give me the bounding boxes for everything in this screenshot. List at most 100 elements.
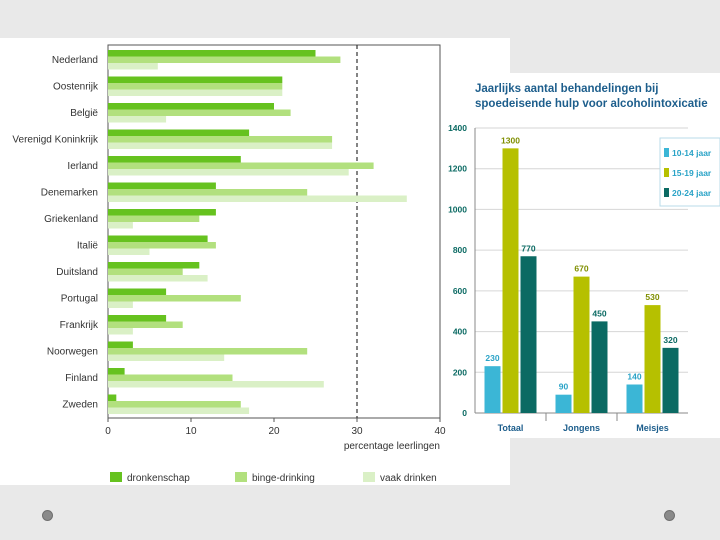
bar-italie-vaak-drinken [108,248,150,255]
data-label-meisjes-15-19-jaar: 530 [645,292,659,302]
category-label-oostenrijk: Oostenrijk [53,82,99,93]
legend-swatch-15-19-jaar [664,168,669,177]
bar-duitsland-binge-drinking [108,268,183,275]
legend-label-15-19-jaar: 15-19 jaar [672,168,712,178]
data-label-jongens-15-19-jaar: 670 [574,264,588,274]
bar-jongens-20-24-jaar [591,321,608,413]
bar-denemarken-vaak-drinken [108,195,407,202]
bar-nederland-vaak-drinken [108,63,158,70]
bar-totaal-10-14-jaar [484,366,501,413]
data-label-meisjes-20-24-jaar: 320 [663,335,677,345]
legend-swatch-20-24-jaar [664,188,669,197]
nav-dot-left [42,510,53,521]
bar-griekenland-vaak-drinken [108,222,133,229]
category-label-noorwegen: Noorwegen [47,347,98,358]
bar-verenigd-koninkrijk-binge-drinking [108,136,333,143]
bar-meisjes-10-14-jaar [626,384,643,413]
legend-label-binge-drinking: binge-drinking [252,473,315,484]
legend-swatch-vaak-drinken [363,472,375,482]
data-label-totaal-20-24-jaar: 770 [521,243,535,253]
bar-duitsland-vaak-drinken [108,275,208,282]
x-tick-label-30: 30 [351,426,363,437]
y-tick-label-0: 0 [462,408,467,418]
bar-meisjes-15-19-jaar [644,305,661,413]
data-label-meisjes-10-14-jaar: 140 [627,372,641,382]
category-label-italie: Italië [77,241,99,252]
category-label-totaal: Totaal [498,423,524,433]
x-tick-label-10: 10 [185,426,197,437]
data-label-jongens-10-14-jaar: 90 [559,382,569,392]
y-tick-label-1000: 1000 [448,204,467,214]
category-label-belgie: België [70,108,98,119]
bar-belgie-vaak-drinken [108,116,167,123]
category-label-jongens: Jongens [563,423,600,433]
bar-noorwegen-dronkenschap [108,341,133,348]
bar-belgie-binge-drinking [108,109,291,116]
category-label-zweden: Zweden [62,400,98,411]
category-label-nederland: Nederland [52,55,98,66]
bar-verenigd-koninkrijk-vaak-drinken [108,142,333,149]
x-tick-label-0: 0 [105,426,111,437]
legend-label-vaak-drinken: vaak drinken [380,473,437,484]
legend-swatch-binge-drinking [235,472,247,482]
bar-zweden-binge-drinking [108,401,241,408]
category-label-duitsland: Duitsland [56,267,98,278]
bar-denemarken-binge-drinking [108,189,308,196]
bar-ierland-binge-drinking [108,162,374,169]
bar-duitsland-dronkenschap [108,262,200,269]
category-label-frankrijk: Frankrijk [60,320,99,331]
legend-label-dronkenschap: dronkenschap [127,473,190,484]
bar-jongens-10-14-jaar [555,394,572,413]
bar-totaal-15-19-jaar [502,148,519,413]
legend-label-20-24-jaar: 20-24 jaar [672,188,712,198]
y-tick-label-1400: 1400 [448,123,467,133]
y-tick-label-800: 800 [453,245,467,255]
bar-denemarken-dronkenschap [108,182,216,189]
bar-jongens-15-19-jaar [573,276,590,413]
chart2-title-line1: Jaarlijks aantal behandelingen bij [475,83,658,95]
bar-zweden-vaak-drinken [108,407,250,414]
x-tick-label-20: 20 [268,426,280,437]
category-label-verenigd-koninkrijk: Verenigd Koninkrijk [12,135,99,146]
bar-noorwegen-binge-drinking [108,348,308,355]
category-label-meisjes: Meisjes [636,423,669,433]
legend-label-10-14-jaar: 10-14 jaar [672,148,712,158]
legend-box [659,137,720,207]
y-tick-label-600: 600 [453,286,467,296]
category-label-portugal: Portugal [61,294,98,305]
bar-belgie-dronkenschap [108,103,274,110]
bar-frankrijk-vaak-drinken [108,328,133,335]
bar-zweden-dronkenschap [108,394,117,401]
x-tick-label-40: 40 [434,426,446,437]
bar-griekenland-dronkenschap [108,209,216,216]
bar-noorwegen-vaak-drinken [108,354,225,361]
bar-portugal-binge-drinking [108,295,241,302]
category-label-ierland: Ierland [67,161,98,172]
bar-oostenrijk-binge-drinking [108,83,283,90]
bar-nederland-binge-drinking [108,56,341,63]
bar-griekenland-binge-drinking [108,215,200,222]
bar-frankrijk-dronkenschap [108,315,167,322]
legend-swatch-10-14-jaar [664,148,669,157]
y-tick-label-1200: 1200 [448,164,467,174]
bar-finland-vaak-drinken [108,381,324,388]
nav-dot-right [664,510,675,521]
bar-italie-dronkenschap [108,235,208,242]
category-label-denemarken: Denemarken [41,188,98,199]
bar-italie-binge-drinking [108,242,216,249]
data-label-jongens-20-24-jaar: 450 [592,308,606,318]
bar-finland-dronkenschap [108,368,125,375]
data-label-totaal-10-14-jaar: 230 [485,353,499,363]
data-label-totaal-15-19-jaar: 1300 [501,135,520,145]
bar-portugal-vaak-drinken [108,301,133,308]
legend-swatch-dronkenschap [110,472,122,482]
category-label-finland: Finland [65,373,98,384]
bar-finland-binge-drinking [108,374,233,381]
y-tick-label-200: 200 [453,367,467,377]
bar-nederland-dronkenschap [108,50,316,57]
bar-portugal-dronkenschap [108,288,167,295]
category-label-griekenland: Griekenland [44,214,98,225]
bar-meisjes-20-24-jaar [662,347,679,413]
bar-ierland-vaak-drinken [108,169,349,176]
